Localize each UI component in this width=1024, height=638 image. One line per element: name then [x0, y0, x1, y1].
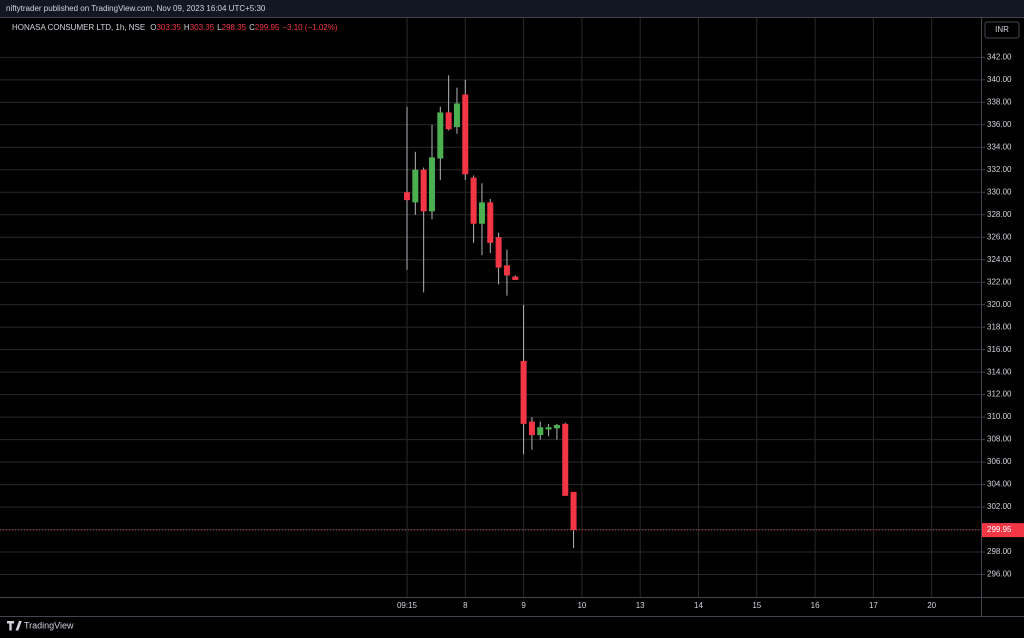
y-tick-label: 316.00	[987, 345, 1012, 354]
brand: TradingView	[24, 620, 74, 630]
footer-logo: TradingView	[7, 620, 74, 631]
y-tick-label: 332.00	[987, 165, 1012, 174]
x-tick-label: 9	[521, 601, 526, 610]
candle-body	[478, 202, 485, 224]
legend-key: H	[184, 23, 190, 32]
y-tick-label: 338.00	[987, 97, 1012, 106]
last-price-box	[982, 523, 1024, 538]
candle-body	[437, 112, 444, 159]
y-tick-label: 310.00	[987, 412, 1012, 421]
logo-icon	[7, 621, 22, 631]
y-tick-label: 306.00	[987, 457, 1012, 466]
candle-body	[570, 491, 577, 531]
legend: HONASA CONSUMER LTD, 1h, NSE O303.35 H303.…	[12, 23, 338, 32]
candle-body	[487, 202, 494, 243]
legend-value: 303.35	[190, 23, 215, 32]
currency-box[interactable]	[984, 21, 1020, 39]
legend-change: −3.10 (−1.02%)	[282, 23, 337, 32]
x-tick-label: 20	[927, 601, 936, 610]
y-tick-label: 340.00	[987, 75, 1012, 84]
y-tick-label: 296.00	[987, 570, 1012, 579]
y-tick-label: 336.00	[987, 120, 1012, 129]
x-tick-label: 16	[811, 601, 820, 610]
y-tick-label: 342.00	[987, 52, 1012, 61]
candle-body	[428, 157, 435, 212]
last-price-label: 299.95	[987, 525, 1012, 534]
candles	[404, 75, 577, 549]
x-tick-label: 17	[869, 601, 878, 610]
header-bar	[0, 0, 1024, 17]
candle-body	[404, 192, 410, 201]
legend-key: C	[249, 23, 255, 32]
y-tick-label: 302.00	[987, 502, 1012, 511]
candle-body	[537, 427, 544, 436]
candle-body	[445, 112, 452, 130]
candle-body	[528, 421, 535, 436]
published-note: niftytrader published on TradingView.com…	[6, 4, 266, 13]
y-tick-label: 314.00	[987, 367, 1012, 376]
y-tick-label: 308.00	[987, 435, 1012, 444]
candle-body	[420, 169, 427, 212]
legend-value: 299.95	[255, 23, 280, 32]
y-tick-label: 322.00	[987, 277, 1012, 286]
legend-value: 303.35	[156, 23, 181, 32]
candle-body	[545, 427, 552, 430]
legend-symbol: HONASA CONSUMER LTD, 1h, NSE	[12, 23, 145, 32]
x-tick-label: 15	[752, 601, 761, 610]
x-tick-label: 14	[694, 601, 703, 610]
candle-body	[553, 424, 560, 429]
candle-body	[495, 237, 502, 268]
legend-value: 298.35	[222, 23, 247, 32]
y-tick-label: 334.00	[987, 142, 1012, 151]
candle-body	[503, 265, 510, 276]
candle-body	[520, 360, 527, 424]
y-tick-label: 324.00	[987, 255, 1012, 264]
legend-key: L	[217, 23, 222, 32]
currency: INR	[995, 25, 1009, 34]
x-tick-label: 09:15	[397, 601, 418, 610]
y-tick-label: 328.00	[987, 210, 1012, 219]
candle-body	[462, 94, 469, 175]
candle-body	[453, 103, 460, 128]
y-tick-label: 304.00	[987, 480, 1012, 489]
legend-key: O	[150, 23, 156, 32]
x-tick-label: 8	[463, 601, 468, 610]
x-tick-label: 13	[636, 601, 645, 610]
x-tick-label: 10	[577, 601, 586, 610]
y-tick-label: 326.00	[987, 232, 1012, 241]
grid-layer	[0, 18, 981, 597]
y-tick-label: 298.00	[987, 547, 1012, 556]
candle-body	[470, 177, 477, 224]
candle-body	[412, 169, 419, 203]
y-tick-label: 330.00	[987, 187, 1012, 196]
y-tick-label: 318.00	[987, 322, 1012, 331]
candle-body	[512, 276, 519, 280]
candle-body	[562, 423, 569, 496]
y-tick-label: 312.00	[987, 390, 1012, 399]
y-tick-label: 320.00	[987, 300, 1012, 309]
